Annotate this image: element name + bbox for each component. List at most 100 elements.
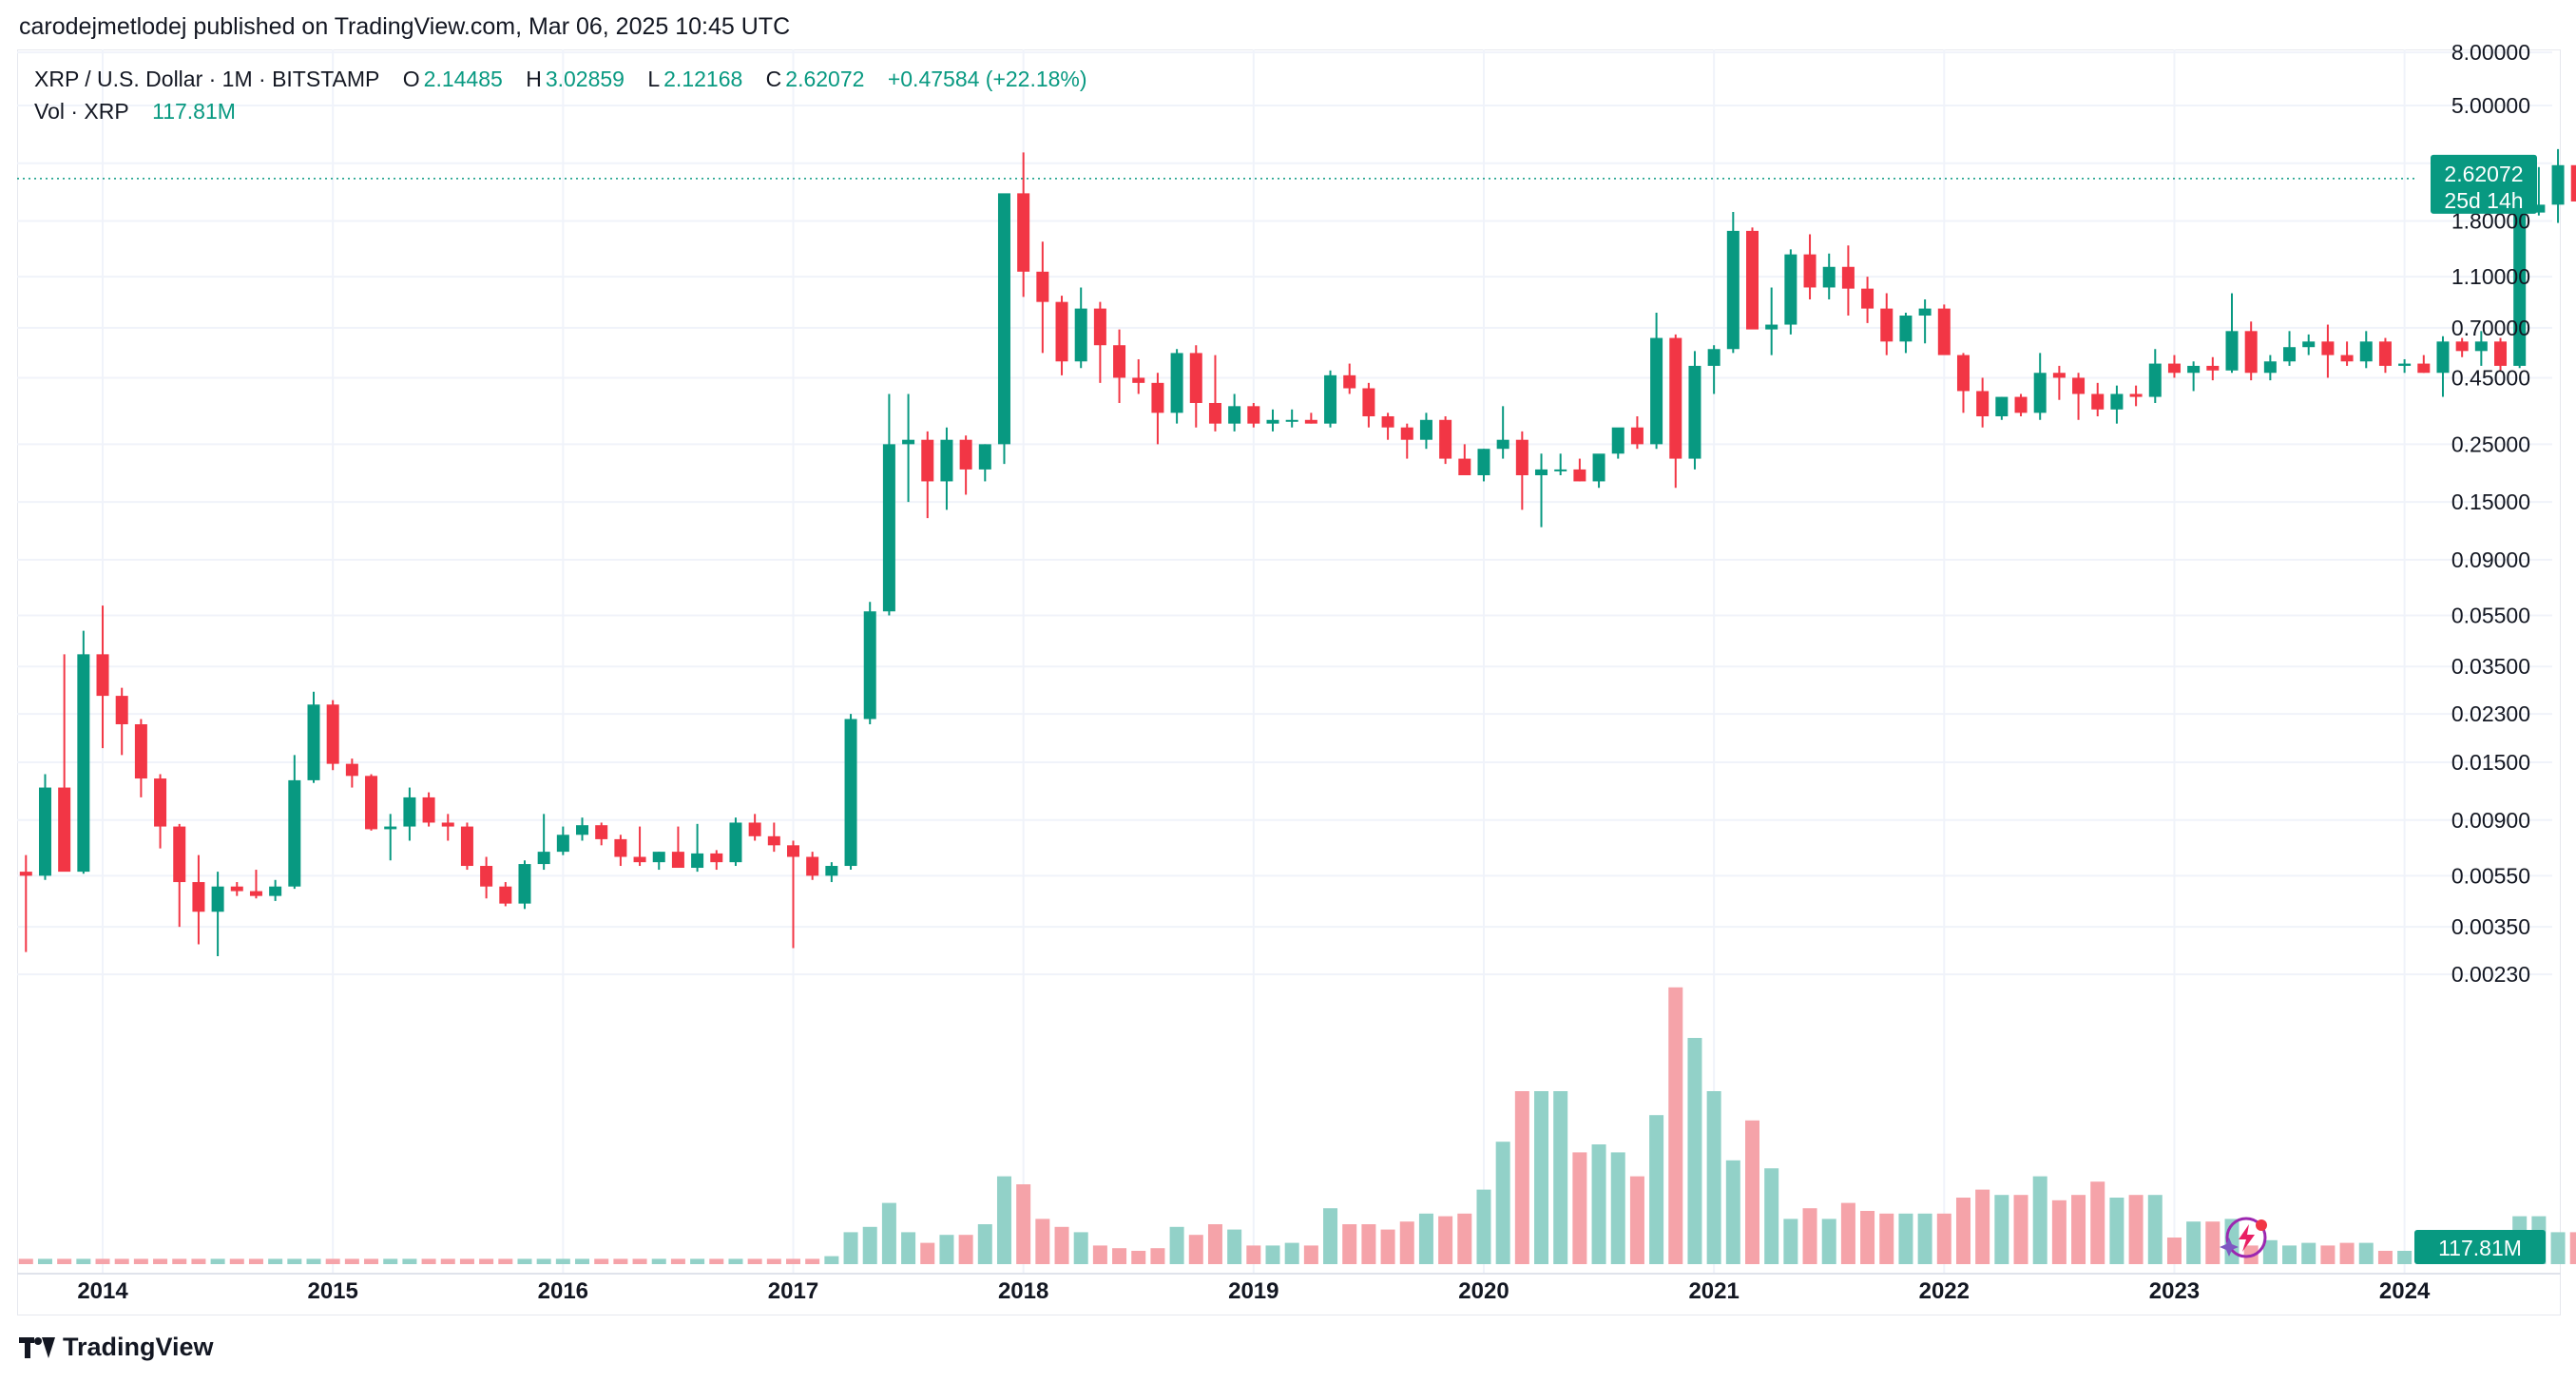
volume-bar <box>805 1258 820 1264</box>
candle-body <box>1726 230 1740 350</box>
candle-body <box>1362 388 1375 416</box>
volume-bar <box>498 1258 513 1264</box>
candle-body <box>2206 365 2220 371</box>
candle-body <box>2436 341 2450 374</box>
candle-body <box>978 444 991 470</box>
volume-bar <box>153 1258 168 1264</box>
legend-volume: Vol · XRP 117.81M <box>34 99 240 125</box>
volume-bar <box>1073 1232 1088 1264</box>
candle-body <box>825 866 838 876</box>
volume-bar <box>1629 1176 1644 1264</box>
candle-body <box>595 825 608 839</box>
candle-body <box>844 719 857 867</box>
candle-body <box>1746 230 1759 330</box>
volume-bar <box>1169 1226 1184 1264</box>
legend-low: 2.12168 <box>663 67 743 91</box>
volume-bar <box>57 1258 72 1264</box>
price-tag-countdown: 25d 14h <box>2444 188 2523 213</box>
y-tick-label: 0.01500 <box>2451 750 2530 775</box>
legend-change: +0.47584 (+22.18%) <box>887 67 1087 91</box>
candle-body <box>1151 382 1164 413</box>
volume-bar <box>1687 1038 1702 1264</box>
candle-body <box>2187 365 2201 374</box>
volume-bar <box>1725 1160 1740 1264</box>
candle-body <box>2474 341 2488 352</box>
candle-body <box>1132 377 1145 383</box>
volume-bar <box>670 1258 685 1264</box>
volume-bar <box>1994 1195 2009 1264</box>
volume-bar <box>1380 1229 1395 1264</box>
volume-bar <box>2397 1251 2413 1264</box>
brand-name: TradingView <box>63 1333 214 1361</box>
candle-body <box>671 852 684 869</box>
candle-body <box>2167 363 2181 374</box>
candle-body <box>2033 373 2047 413</box>
candle-body <box>2359 341 2373 362</box>
candle-body <box>1592 453 1605 482</box>
volume-bar <box>594 1258 609 1264</box>
volume-bar <box>2358 1242 2374 1264</box>
volume-bar <box>881 1202 896 1264</box>
volume-bar <box>709 1258 724 1264</box>
volume-bar <box>306 1258 321 1264</box>
volume-bar <box>901 1232 916 1264</box>
candle-body <box>499 886 512 904</box>
candle-body <box>2417 363 2431 374</box>
volume-bar <box>1553 1091 1568 1264</box>
volume-bar <box>1764 1168 1779 1264</box>
candle-body <box>2244 331 2258 374</box>
y-tick-label: 0.00900 <box>2451 808 2530 833</box>
volume-bar <box>1572 1152 1587 1264</box>
volume-bar <box>2147 1195 2163 1264</box>
volume-bar <box>402 1258 417 1264</box>
x-tick-label: 2024 <box>2379 1278 2431 1304</box>
volume-bar <box>1035 1219 1050 1264</box>
y-tick-label: 1.10000 <box>2451 264 2530 289</box>
candle-body <box>192 882 205 912</box>
volume-bar <box>191 1258 206 1264</box>
tradingview-logo-icon <box>19 1336 55 1358</box>
candle-body <box>710 853 723 863</box>
y-tick-label: 0.45000 <box>2451 365 2530 390</box>
candle-body <box>1976 391 1990 416</box>
legend-high-label: H <box>526 67 542 91</box>
volume-bar <box>2186 1221 2201 1264</box>
candle-body <box>1266 419 1279 424</box>
volume-bar <box>517 1258 532 1264</box>
candle-body <box>1093 308 1106 346</box>
candle-body <box>806 856 819 876</box>
candle-body <box>365 776 378 830</box>
publisher-caption: carodejmetlodej published on TradingView… <box>19 13 791 40</box>
candle-body <box>1765 324 1778 330</box>
candle-body <box>2283 347 2297 362</box>
volume-bar <box>632 1258 647 1264</box>
volume-bar <box>2301 1242 2316 1264</box>
volume-bar <box>1975 1189 1990 1264</box>
volume-bar <box>862 1226 877 1264</box>
legend-symbol: XRP / U.S. Dollar · 1M · BITSTAMP <box>34 67 380 91</box>
volume-bar <box>1610 1152 1625 1264</box>
volume-bar <box>824 1256 839 1264</box>
candle-body <box>1113 345 1126 378</box>
legend-open: 2.14485 <box>423 67 503 91</box>
x-tick-label: 2014 <box>77 1278 128 1304</box>
candle-body <box>1055 301 1068 362</box>
candle-body <box>2398 363 2412 366</box>
x-tick-label: 2022 <box>1919 1278 1970 1304</box>
candle-body <box>1285 419 1298 422</box>
volume-bar <box>1150 1248 1165 1264</box>
candle-body <box>940 439 953 482</box>
candle-body <box>882 444 895 612</box>
candle-body <box>1208 402 1221 424</box>
volume-bar <box>1591 1144 1606 1264</box>
volume-bar <box>690 1258 705 1264</box>
legend-open-label: O <box>402 67 420 91</box>
y-tick-label: 0.09000 <box>2451 547 2530 572</box>
tradingview-logo[interactable]: TradingView <box>19 1333 214 1362</box>
candle-body <box>2148 363 2162 397</box>
volume-bar <box>1706 1091 1721 1264</box>
candle-body <box>230 886 243 892</box>
volume-bar <box>76 1258 91 1264</box>
realtime-lightning-icon[interactable] <box>2220 1217 2267 1258</box>
